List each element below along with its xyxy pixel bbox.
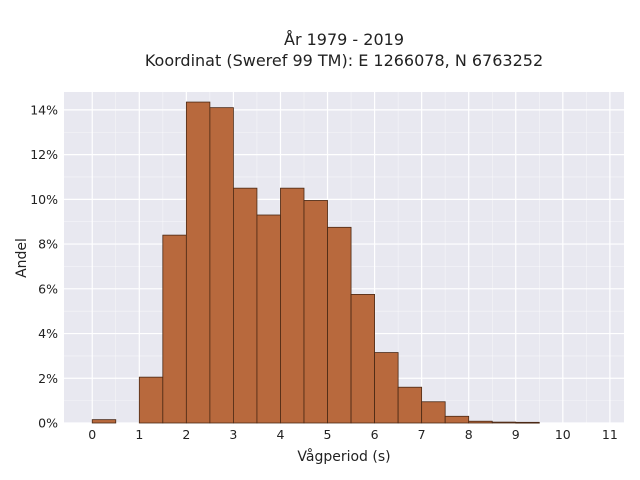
histogram-bar [303, 200, 328, 424]
x-tick-label: 8 [465, 427, 473, 442]
y-tick-label: 0% [38, 416, 58, 431]
y-tick-label: 10% [30, 192, 58, 207]
x-tick-label: 5 [324, 427, 332, 442]
histogram-bar [515, 421, 540, 424]
x-tick-label: 1 [135, 427, 143, 442]
chart-title-line-2: Koordinat (Sweref 99 TM): E 1266078, N 6… [145, 51, 543, 70]
histogram-bars [91, 101, 540, 424]
histogram-bar [421, 401, 446, 424]
histogram-bar [256, 214, 281, 424]
y-tick-label: 6% [38, 281, 58, 296]
y-tick-label: 2% [38, 371, 58, 386]
histogram-bar [491, 421, 517, 424]
y-tick-labels: 0% 2% 4% 6% 8% 10% 12% 14% [30, 102, 58, 430]
y-tick-label: 4% [38, 326, 58, 341]
histogram-bar [397, 386, 423, 424]
histogram-bar [468, 420, 493, 424]
histogram-bar [162, 234, 187, 424]
y-tick-label: 14% [30, 102, 58, 117]
histogram-bar [444, 415, 470, 424]
x-tick-label: 11 [602, 427, 618, 442]
y-axis-label: Andel [14, 238, 30, 278]
x-tick-label: 10 [555, 427, 571, 442]
x-tick-labels: 0 1 2 3 4 5 6 7 8 9 10 11 [88, 427, 618, 442]
histogram-bar [233, 187, 258, 424]
x-tick-label: 6 [371, 427, 379, 442]
x-tick-label: 0 [88, 427, 96, 442]
x-axis-label: Vågperiod (s) [297, 448, 390, 465]
chart-title-line-1: År 1979 - 2019 [284, 30, 404, 49]
y-tick-label: 12% [30, 147, 58, 162]
histogram-bar [209, 107, 234, 424]
histogram-bar [350, 294, 375, 424]
histogram-bar [138, 376, 164, 424]
y-tick-label: 8% [38, 237, 58, 252]
histogram-bar [185, 101, 211, 424]
x-tick-label: 9 [512, 427, 520, 442]
x-tick-label: 7 [418, 427, 426, 442]
histogram-bar [327, 226, 352, 424]
histogram-bar [280, 187, 305, 424]
histogram-bar [91, 419, 117, 424]
histogram-bar [374, 352, 399, 424]
x-tick-label: 4 [276, 427, 284, 442]
x-tick-label: 3 [229, 427, 237, 442]
x-tick-label: 2 [182, 427, 190, 442]
